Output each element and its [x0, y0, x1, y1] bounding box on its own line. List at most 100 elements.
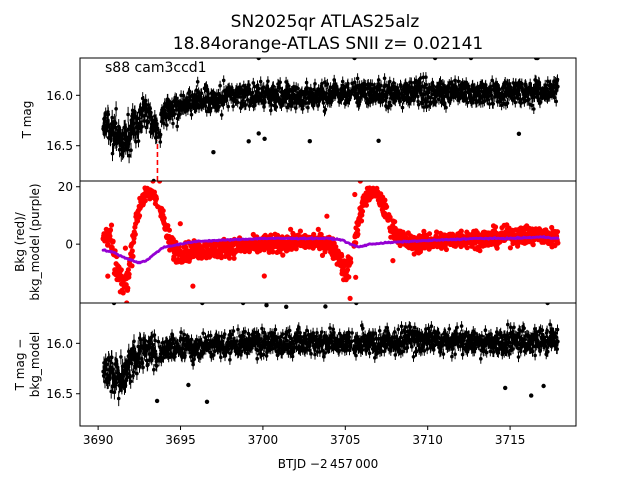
bkg-point	[443, 246, 449, 253]
bkg-point	[387, 214, 393, 220]
bkg-point	[268, 232, 274, 238]
lightcurve-outlier	[432, 58, 438, 61]
bkg-point	[492, 224, 499, 230]
bkg-point	[339, 253, 345, 259]
bkg-point	[348, 259, 354, 265]
bkg-point	[477, 248, 483, 254]
bkg-point	[275, 232, 281, 238]
bkg-point	[530, 242, 536, 248]
bkg-point	[130, 253, 136, 259]
bkg-point	[507, 245, 513, 251]
lightcurve-outlier	[541, 383, 546, 389]
chart-title-line2: 18.84orange-ATLAS SNII z= 0.02141	[173, 34, 483, 54]
bkg-point	[494, 245, 500, 251]
bkg-point	[333, 244, 339, 250]
bkg-outlier	[122, 245, 128, 251]
bkg-point	[392, 219, 398, 225]
bkg-point	[125, 285, 131, 291]
bkg-point	[397, 242, 403, 249]
y-tick-label: 16.0	[46, 337, 73, 351]
bkg-point	[120, 290, 126, 296]
bkg-point	[288, 226, 294, 232]
lightcurve-outlier	[468, 58, 474, 61]
bkg-point	[318, 231, 324, 238]
lightcurve-outlier	[376, 138, 381, 143]
bkg-point	[132, 231, 138, 237]
bkg-point	[231, 255, 237, 261]
bkg-point	[426, 231, 433, 237]
bkg-point	[555, 240, 561, 246]
bkg-outlier	[124, 300, 130, 303]
bkg-point	[107, 227, 114, 233]
bkg-outlier	[261, 273, 267, 279]
lightcurve-outlier	[211, 150, 216, 155]
bkg-point	[153, 196, 159, 202]
bkg-point	[319, 252, 326, 258]
y-tick-label: 16.5	[46, 139, 73, 153]
y-axis-label: T mag −	[13, 339, 27, 392]
bkg-model-point	[556, 236, 560, 240]
bkg-point	[108, 222, 115, 228]
bkg-outlier	[190, 283, 196, 289]
bkg-outlier	[347, 295, 353, 301]
lightcurve-outlier	[151, 178, 156, 181]
bkg-point	[355, 231, 361, 237]
bkg-point	[218, 255, 224, 261]
bkg-point	[458, 228, 464, 234]
bkg-outlier	[105, 273, 111, 279]
bkg-outlier	[357, 181, 363, 184]
bkg-point	[355, 227, 361, 233]
x-tick-label: 3705	[330, 433, 361, 447]
bkg-point	[311, 231, 317, 237]
bkg-point	[280, 252, 286, 258]
lightcurve-outlier	[352, 58, 357, 61]
lightcurve-outlier	[204, 399, 210, 404]
bkg-outlier	[352, 191, 358, 198]
bkg-point	[464, 245, 470, 251]
bkg-point	[363, 202, 369, 208]
y-tick-label: 16.5	[46, 387, 73, 401]
lightcurve-outlier	[323, 304, 328, 309]
bkg-outlier	[353, 274, 359, 280]
lightcurve-outlier	[154, 398, 160, 404]
chart-title-line1: SN2025qr ATLAS25alz	[231, 12, 420, 32]
bkg-point	[226, 255, 233, 261]
x-axis-label: BTJD −2 457 000	[278, 457, 378, 471]
error-bars	[102, 72, 559, 164]
bkg-point	[166, 227, 172, 233]
bkg-point	[126, 271, 132, 277]
bkg-point	[142, 198, 148, 204]
bkg-point	[129, 263, 135, 269]
bkg-point	[384, 204, 390, 210]
lightcurve-outlier	[529, 393, 534, 398]
bkg-point	[358, 218, 365, 224]
lightcurve-outlier	[516, 131, 522, 136]
y-axis-label: bkg_model	[28, 332, 42, 398]
bkg-point	[554, 229, 561, 235]
lightcurve-outlier	[284, 304, 289, 309]
bkg-point	[315, 226, 321, 232]
y-tick-label: 16.0	[46, 89, 73, 103]
x-tick-label: 3700	[248, 433, 279, 447]
bkg-outlier	[324, 213, 330, 219]
panel-top: 16.016.5T mag s88 cam3ccd1	[20, 57, 577, 185]
bkg-point	[160, 208, 166, 214]
lightcurve-outlier	[186, 382, 191, 388]
bkg-point	[107, 233, 113, 239]
lightcurve-outlier	[256, 58, 261, 61]
bkg-point	[297, 228, 303, 234]
bkg-point	[161, 215, 167, 221]
panel-annotation: s88 cam3ccd1	[105, 60, 207, 76]
lightcurve-outlier	[256, 131, 261, 136]
x-tick-label: 3690	[83, 433, 114, 447]
bkg-point	[125, 267, 131, 273]
x-tick-label: 3695	[165, 433, 196, 447]
bkg-point	[382, 197, 388, 203]
bkg-outlier	[150, 181, 156, 184]
lightcurve-outlier	[264, 303, 269, 308]
bkg-point	[346, 274, 352, 280]
bkg-point	[136, 213, 143, 219]
